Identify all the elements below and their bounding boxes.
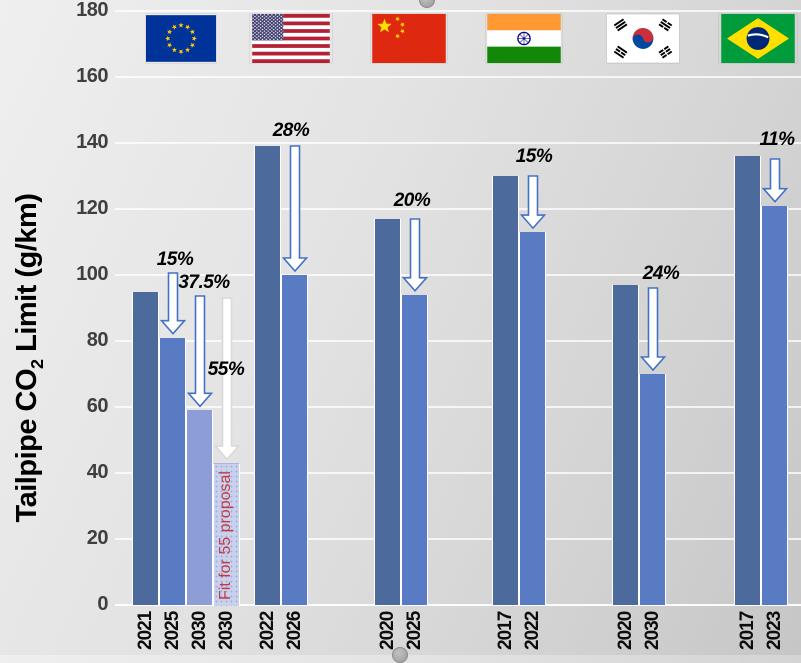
reduction-percent-label: 15% [156, 249, 194, 270]
reduction-percent-label: 37.5% [178, 272, 230, 293]
reduction-arrow-icon [186, 295, 213, 408]
reduction-arrow-icon [519, 175, 546, 230]
reduction-arrow-icon [159, 272, 186, 335]
bar [734, 156, 761, 605]
x-tick-label: 2023 [763, 611, 785, 650]
reduction-arrow-icon [639, 287, 666, 372]
gridline [115, 538, 801, 540]
reduction-arrow-icon [281, 145, 308, 273]
y-axis-title: Tailpipe CO2 Limit (g/km) [11, 126, 47, 590]
reduction-percent-label: 24% [642, 263, 680, 284]
bar [213, 463, 240, 606]
gridline [115, 142, 801, 144]
bar [492, 176, 519, 605]
bar [401, 294, 428, 605]
gridline [115, 406, 801, 408]
eu-flag-icon [146, 14, 216, 63]
y-axis-title-sub: 2 [26, 359, 47, 369]
y-tick-label: 60 [86, 395, 109, 417]
reduction-percent-label: 11% [759, 129, 795, 150]
gridline [115, 340, 801, 342]
reduction-arrow-icon [213, 297, 240, 461]
y-tick-label: 0 [97, 593, 108, 615]
x-tick-label: 2017 [736, 611, 758, 650]
resize-handle-top[interactable] [419, 0, 435, 8]
gridline [115, 208, 801, 210]
y-tick-label: 20 [86, 527, 109, 549]
bar [639, 374, 666, 605]
y-tick-label: 100 [76, 263, 108, 285]
bar [186, 410, 213, 605]
bar [519, 232, 546, 605]
reduction-percent-label: 55% [207, 359, 245, 380]
reduction-arrow-icon [401, 218, 428, 293]
gridline [115, 10, 801, 12]
reduction-percent-label: 28% [272, 120, 310, 141]
y-tick-label: 80 [86, 329, 109, 351]
bar [254, 146, 281, 605]
x-tick-label: 2022 [521, 611, 543, 650]
gridline [115, 274, 801, 276]
x-tick-label: 2020 [614, 611, 636, 650]
reduction-percent-label: 20% [393, 190, 431, 211]
china-flag-icon [371, 14, 447, 63]
y-tick-label: 180 [76, 0, 108, 21]
bar [612, 284, 639, 605]
reduction-percent-label: 15% [515, 146, 553, 167]
x-tick-label: 2021 [134, 611, 156, 650]
x-tick-label: 2030 [188, 611, 210, 650]
x-tick-label: 2030 [215, 611, 237, 650]
korea-flag-icon [607, 14, 679, 63]
bar [374, 218, 401, 605]
x-tick-label: 2026 [283, 611, 305, 650]
bar [159, 337, 186, 605]
y-axis-title-pre: Tailpipe CO [11, 368, 43, 523]
bar [281, 275, 308, 605]
x-tick-label: 2025 [403, 611, 425, 650]
x-tick-label: 2025 [161, 611, 183, 650]
y-tick-label: 140 [76, 131, 108, 153]
y-tick-label: 40 [86, 461, 109, 483]
brazil-flag-icon [719, 14, 797, 63]
x-tick-label: 2017 [494, 611, 516, 650]
gridline [115, 604, 801, 606]
y-tick-label: 120 [76, 197, 108, 219]
gridline [115, 76, 801, 78]
x-tick-label: 2022 [256, 611, 278, 650]
bar [761, 205, 788, 605]
gridline [115, 472, 801, 474]
bar [132, 291, 159, 605]
proposal-note: Fit for 55 proposal [217, 471, 234, 600]
x-tick-label: 2020 [376, 611, 398, 650]
us-flag-icon [250, 14, 332, 63]
x-tick-label: 2030 [641, 611, 663, 650]
resize-handle-bottom[interactable] [392, 647, 408, 663]
india-flag-icon [486, 14, 562, 63]
y-tick-label: 160 [76, 65, 108, 87]
reduction-arrow-icon [761, 158, 788, 203]
